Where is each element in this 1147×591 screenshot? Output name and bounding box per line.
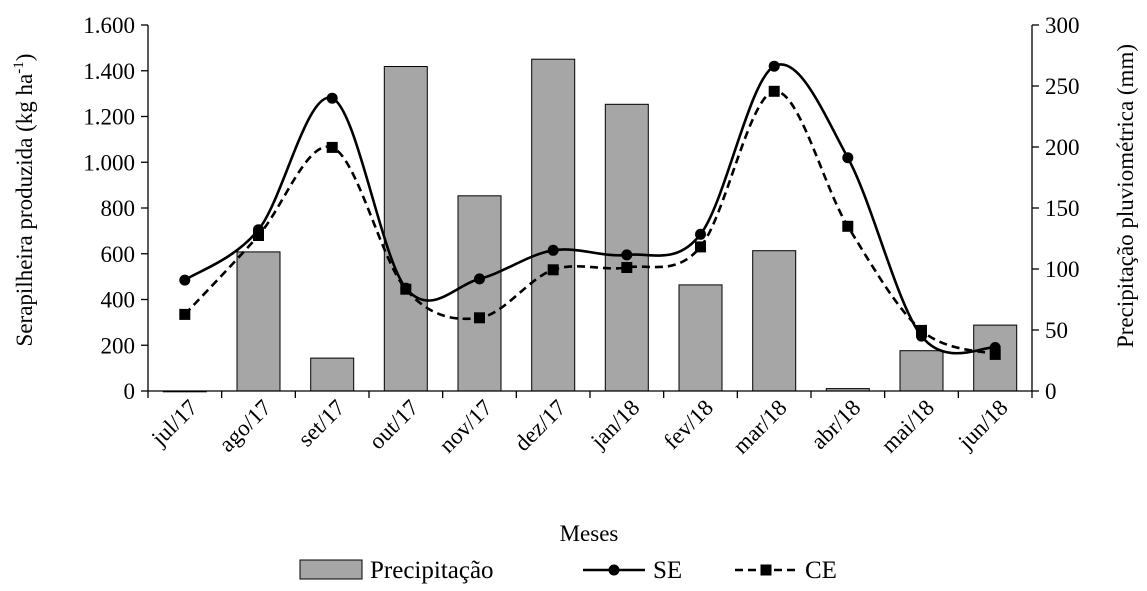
point-se-7 [695,228,706,240]
point-se-6 [621,249,633,261]
y-left-tick-label-2: 400 [101,288,136,313]
x-tick-label-5: dez/17 [510,395,571,456]
bar-precipitacao-1 [236,251,281,392]
x-axis-title: Meses [560,521,619,546]
point-ce-7 [695,241,706,253]
bars-layer [162,58,1018,393]
point-se-0 [179,274,191,286]
y-left-tick-label-3: 600 [101,242,136,267]
legend-label-precipitacao: Precipitação [370,557,494,584]
y-right-tick-label-5: 250 [1045,74,1080,99]
point-ce-3 [400,283,412,295]
legend: Precipitação SE CE [299,557,837,584]
y-left-tick-label-0: 0 [124,379,136,404]
axes-layer: 0 200 400 600 800 1.000 1.200 1.400 1.600 0 50 100 1… [83,13,1079,459]
y-left-tick-label-1: 200 [101,333,136,358]
legend-swatch-precipitacao [299,559,363,580]
bar-precipitacao-4 [457,195,502,392]
x-tick-label-6: jan/18 [585,395,644,454]
y-left-tick-label-7: 1.400 [83,59,135,84]
bar-precipitacao-7 [678,284,723,392]
y-right-tick-label-2: 100 [1045,257,1080,282]
point-ce-5 [547,264,559,276]
legend-marker-ce [760,564,772,576]
point-se-5 [547,244,559,256]
legend-label-se: SE [653,557,682,584]
point-ce-11 [989,348,1001,360]
point-ce-10 [916,324,927,336]
y-right-tick-label-4: 200 [1045,135,1080,160]
y-axis-left-title-sup: -1 [11,61,27,74]
bar-precipitacao-5 [531,58,576,392]
x-tick-label-3: out/17 [364,395,423,454]
x-tick-label-9: abr/18 [806,395,865,454]
point-ce-0 [179,308,191,320]
bar-precipitacao-10 [899,350,944,392]
y-left-tick-label-5: 1.000 [83,150,135,175]
y-left-tick-label-6: 1.200 [83,105,135,130]
y-right-tick-label-0: 0 [1045,379,1057,404]
point-ce-2 [326,141,338,153]
point-ce-8 [768,85,780,97]
point-se-8 [768,60,780,72]
point-se-4 [474,273,485,285]
y-axis-left-title-main: Serapilheira produzida (kg ha [12,74,37,347]
y-left-tick-label-4: 800 [101,196,136,221]
y-right-tick-label-1: 50 [1045,318,1068,343]
point-se-2 [326,92,338,104]
x-tick-label-1: ago/17 [214,395,276,457]
x-tick-label-2: set/17 [293,395,350,452]
y-axis-left-title-close: ) [12,54,37,62]
bar-precipitacao-3 [383,66,428,392]
bar-precipitacao-6 [604,103,649,392]
y-right-tick-label-3: 150 [1045,196,1080,221]
x-tick-label-11: jun/18 [953,395,1013,455]
x-tick-label-0: jul/17 [146,395,202,451]
point-ce-9 [842,220,854,232]
x-tick-label-10: mai/18 [876,395,939,458]
bar-precipitacao-8 [752,250,797,392]
legend-marker-se [608,564,620,576]
lines-layer [179,60,1001,360]
point-se-9 [842,152,854,164]
y-axis-right-title: Precipitação pluviométrica (mm) [1113,44,1138,348]
x-tick-label-4: nov/17 [434,395,497,458]
point-ce-4 [474,312,485,324]
legend-label-ce: CE [805,557,837,584]
x-tick-label-8: mar/18 [728,395,792,459]
line-se [184,63,996,355]
y-right-tick-label-6: 300 [1045,13,1080,38]
bar-precipitacao-2 [310,357,355,392]
point-ce-6 [621,262,633,273]
point-ce-1 [253,230,264,241]
y-axis-left-title: Serapilheira produzida (kg ha-1) [11,54,37,347]
x-tick-label-7: fev/18 [659,395,718,454]
y-left-tick-label-8: 1.600 [83,13,135,38]
